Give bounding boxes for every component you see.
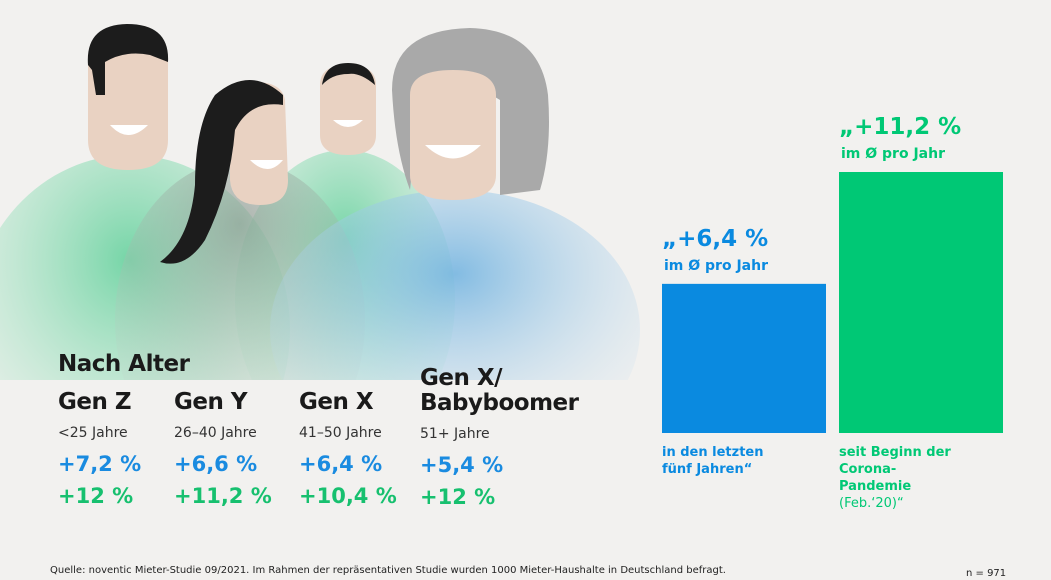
bar-2 bbox=[839, 172, 1003, 433]
gen-name: Gen X bbox=[299, 389, 374, 415]
person-3-head bbox=[320, 63, 376, 155]
bar-category-note: (Feb.‘20)“ bbox=[839, 496, 904, 511]
gen-value-5y: +6,6 % bbox=[174, 452, 258, 476]
bar-category-label: Corona- bbox=[839, 462, 896, 477]
footer-source: Quelle: noventic Mieter-Studie 09/2021. … bbox=[50, 565, 726, 576]
gen-boomer-column: Gen X/ Babyboomer 51+ Jahre +5,4 % +12 % bbox=[420, 366, 579, 510]
gen-value-5y: +7,2 % bbox=[58, 452, 142, 476]
section-title: Nach Alter bbox=[58, 351, 190, 377]
gen-value-corona: +11,2 % bbox=[174, 484, 272, 508]
bar-unit-label: im Ø pro Jahr bbox=[841, 146, 945, 162]
people-illustration bbox=[0, 24, 640, 380]
bar-value-label: „+11,2 % bbox=[839, 114, 961, 140]
bar-1 bbox=[662, 283, 826, 433]
gen-name: Gen Y bbox=[174, 389, 248, 415]
footer-sample-size: n = 971 bbox=[966, 568, 1007, 579]
person-2-head bbox=[160, 80, 288, 264]
person-4-body bbox=[270, 190, 640, 380]
bar-chart: „+6,4 % im Ø pro Jahr in den letzten fünf J… bbox=[662, 114, 1003, 511]
gen-name-line-2: Babyboomer bbox=[420, 390, 579, 416]
person-1-head bbox=[87, 24, 169, 170]
gen-name: Gen Z bbox=[58, 389, 132, 415]
gen-z-column: Gen Z <25 Jahre +7,2 % +12 % bbox=[58, 388, 142, 509]
bar-category-label: in den letzten bbox=[662, 445, 763, 460]
bar-value-label: „+6,4 % bbox=[662, 226, 768, 252]
gen-value-corona: +12 % bbox=[420, 485, 496, 509]
bar-category-label: fünf Jahren“ bbox=[662, 462, 752, 477]
gen-value-corona: +10,4 % bbox=[299, 484, 397, 508]
gen-age: 41–50 Jahre bbox=[299, 425, 382, 441]
bar-category-label: seit Beginn der bbox=[839, 445, 951, 460]
bar-category-label: Pandemie bbox=[839, 479, 911, 494]
gen-y-column: Gen Y 26–40 Jahre +6,6 % +11,2 % bbox=[174, 388, 272, 509]
gen-x-column: Gen X 41–50 Jahre +6,4 % +10,4 % bbox=[299, 388, 397, 509]
gen-value-corona: +12 % bbox=[58, 484, 134, 508]
bar-unit-label: im Ø pro Jahr bbox=[664, 258, 768, 274]
gen-value-5y: +6,4 % bbox=[299, 452, 383, 476]
gen-value-5y: +5,4 % bbox=[420, 453, 504, 477]
gen-name: Gen X/ Babyboomer bbox=[420, 365, 579, 416]
gen-name-line-1: Gen X/ bbox=[420, 365, 503, 391]
gen-age: 26–40 Jahre bbox=[174, 425, 257, 441]
gen-age: 51+ Jahre bbox=[420, 426, 490, 442]
gen-age: <25 Jahre bbox=[58, 425, 128, 441]
person-4-head bbox=[392, 28, 549, 200]
